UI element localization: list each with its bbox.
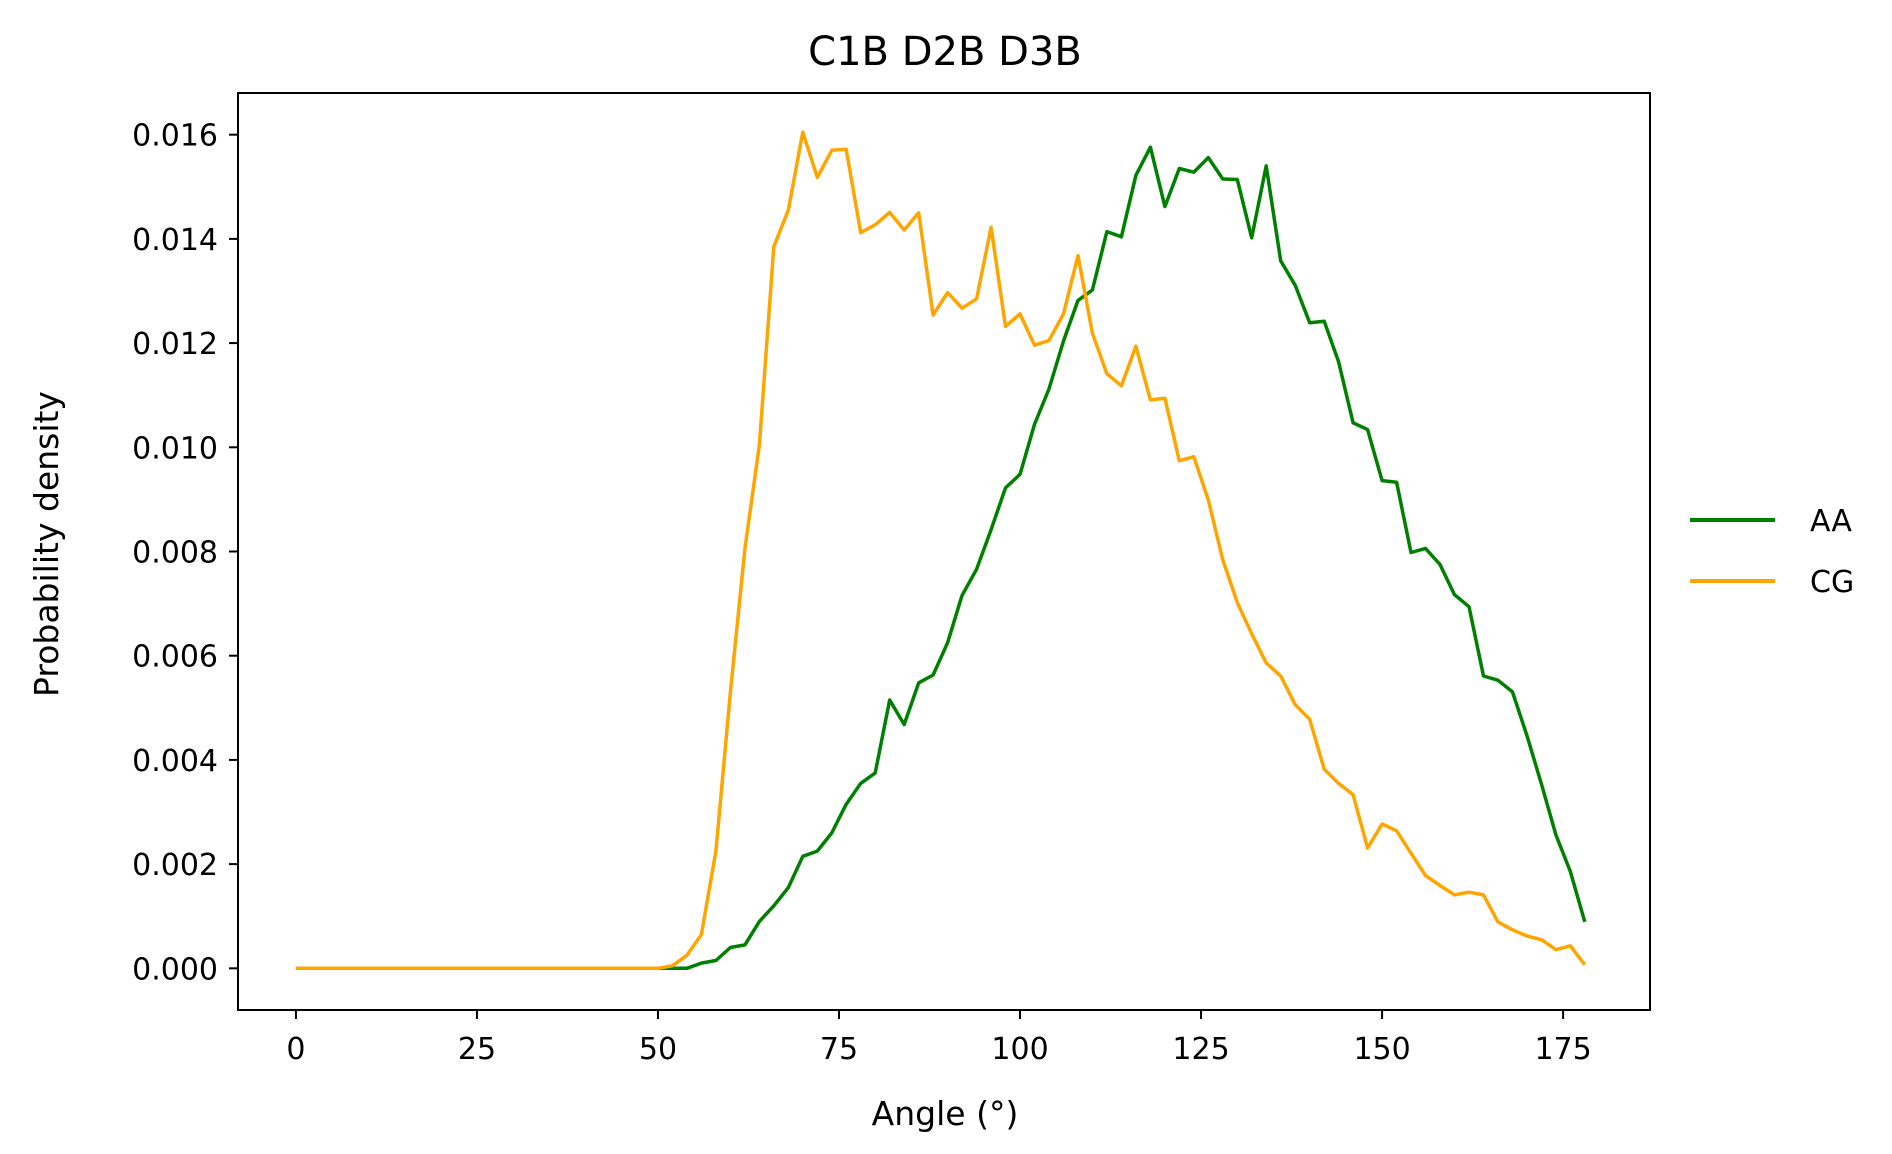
x-tick-label: 100 (991, 1032, 1048, 1067)
y-axis-ticks: 0.000 0.002 0.004 0.006 0.008 0.010 0.012 0.014… (132, 119, 238, 987)
y-tick-label: 0.016 (132, 119, 218, 154)
x-tick-label: 175 (1534, 1032, 1591, 1067)
y-tick-label: 0.006 (132, 640, 218, 675)
x-axis-ticks: 0 25 50 75 100 125 150 175 (286, 1010, 1592, 1067)
x-tick-label: 150 (1353, 1032, 1410, 1067)
series-line-cg (295, 130, 1587, 971)
x-tick-label: 50 (639, 1032, 677, 1067)
y-tick-label: 0.002 (132, 848, 218, 883)
x-axis-label: Angle (°) (872, 1094, 1019, 1133)
plot-area-frame (237, 92, 1651, 1011)
legend-label-aa: AA (1810, 504, 1852, 539)
x-tick-label: 75 (820, 1032, 858, 1067)
series-line-aa (295, 145, 1587, 971)
x-tick-label: 0 (286, 1032, 305, 1067)
y-tick-label: 0.004 (132, 744, 218, 779)
y-tick-label: 0.014 (132, 223, 218, 258)
legend-label-cg: CG (1810, 565, 1854, 600)
y-tick-label: 0.008 (132, 536, 218, 571)
y-axis-label: Probability density (27, 391, 66, 697)
y-tick-label: 0.000 (132, 952, 218, 987)
x-tick-label: 25 (458, 1032, 496, 1067)
y-tick-label: 0.010 (132, 431, 218, 466)
legend: AA CG (1690, 504, 1854, 600)
x-tick-label: 125 (1172, 1032, 1229, 1067)
series-lines (295, 130, 1587, 971)
chart-title: C1B D2B D3B (808, 29, 1082, 75)
y-tick-label: 0.012 (132, 327, 218, 362)
